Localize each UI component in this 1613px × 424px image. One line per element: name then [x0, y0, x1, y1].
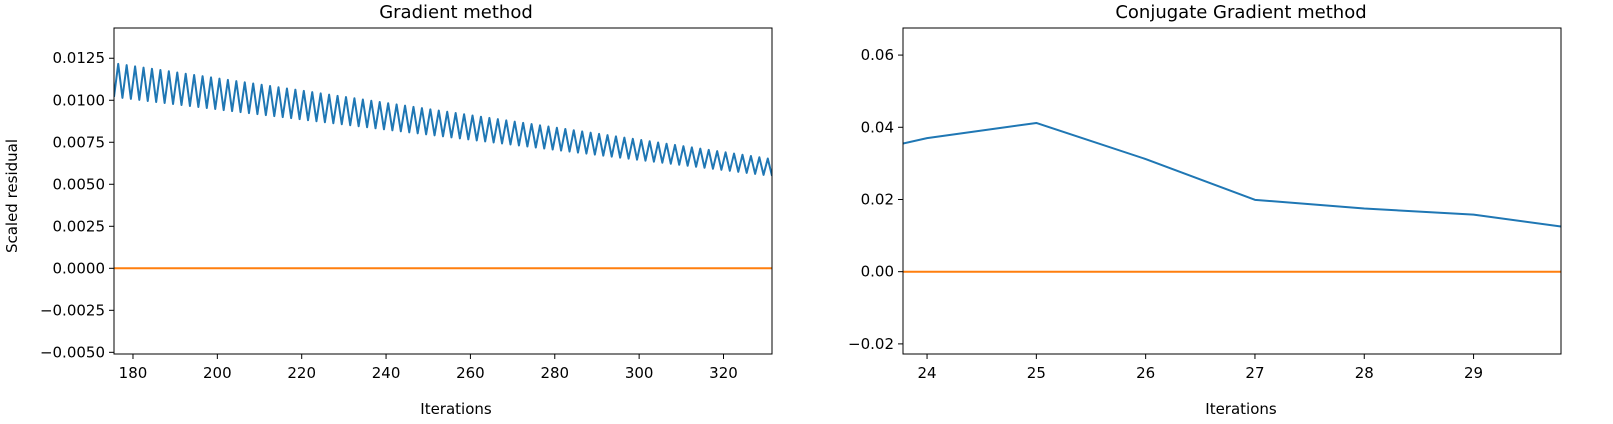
chart-conjugate-gradient-method: Conjugate Gradient method Iterations 24 2…	[848, 2, 1562, 418]
y-tick-label: 0.0100	[53, 91, 106, 109]
x-tick-label: 300	[625, 364, 654, 382]
x-axis-ticks: 24 25 26 27 28 29	[917, 354, 1483, 382]
y-tick-label: 0.0000	[53, 259, 106, 277]
y-axis-title: Scaled residual	[3, 139, 21, 253]
x-tick-label: 26	[1136, 364, 1155, 382]
y-tick-label: 0.0050	[53, 175, 106, 193]
y-axis-ticks: −0.02 0.00 0.02 0.04 0.06	[848, 46, 903, 353]
y-tick-label: 0.0075	[53, 133, 106, 151]
x-axis-title: Iterations	[1205, 400, 1277, 418]
chart-title: Conjugate Gradient method	[1115, 2, 1366, 23]
x-axis-title: Iterations	[420, 400, 492, 418]
x-tick-label: 320	[709, 364, 738, 382]
x-tick-label: 240	[372, 364, 401, 382]
x-tick-label: 24	[917, 364, 936, 382]
y-tick-label: 0.06	[861, 46, 894, 64]
y-tick-label: 0.04	[861, 118, 894, 136]
plot-area	[114, 62, 772, 270]
chart-gradient-method: Gradient method Iterations Scaled residu…	[3, 2, 773, 418]
x-tick-label: 29	[1464, 364, 1483, 382]
plot-area	[903, 121, 1561, 273]
x-tick-label: 180	[119, 364, 148, 382]
chart-title: Gradient method	[379, 2, 533, 23]
x-tick-label: 28	[1355, 364, 1374, 382]
y-tick-label: 0.00	[861, 263, 894, 281]
y-tick-label: 0.02	[861, 190, 894, 208]
axes-frame	[902, 27, 1562, 355]
series-line-0	[903, 121, 1561, 228]
x-tick-label: 260	[456, 364, 485, 382]
x-tick-label: 220	[287, 364, 316, 382]
x-tick-label: 280	[540, 364, 569, 382]
x-tick-label: 200	[203, 364, 232, 382]
y-tick-label: −0.02	[848, 335, 894, 353]
x-tick-label: 27	[1245, 364, 1264, 382]
series-line-0	[114, 62, 772, 177]
x-tick-label: 25	[1027, 364, 1046, 382]
y-tick-label: 0.0025	[53, 217, 106, 235]
x-axis-ticks: 180 200 220 240 260 280 300 320	[119, 354, 738, 382]
y-axis-ticks: −0.0050 −0.0025 0.0000 0.0025 0.0050 0.0075 0.…	[40, 49, 114, 361]
y-tick-label: −0.0050	[40, 343, 105, 361]
y-tick-label: −0.0025	[40, 301, 105, 319]
axes-frame	[113, 27, 773, 355]
y-tick-label: 0.0125	[53, 49, 106, 67]
